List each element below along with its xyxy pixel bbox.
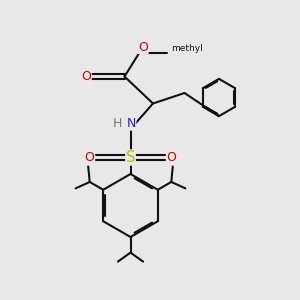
Text: O: O xyxy=(138,40,148,54)
Text: methyl: methyl xyxy=(171,44,203,53)
Text: S: S xyxy=(126,150,135,165)
Text: O: O xyxy=(85,151,94,164)
Text: O: O xyxy=(167,151,176,164)
Text: O: O xyxy=(81,70,91,83)
Text: H: H xyxy=(112,117,122,130)
Text: N: N xyxy=(126,117,136,130)
